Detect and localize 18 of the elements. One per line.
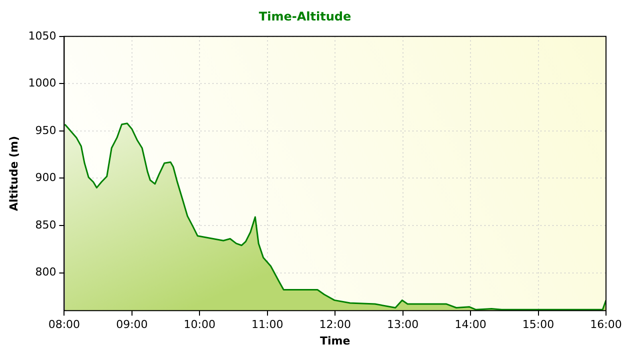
x-tick-label: 14:00 [454,318,486,332]
y-tick-label: 850 [35,218,56,232]
x-tick-label: 11:00 [252,318,284,332]
x-axis-title: Time [320,334,350,348]
y-tick-label: 800 [35,266,56,279]
y-tick-label: 950 [35,124,56,137]
x-tick-label: 08:00 [48,318,80,332]
chart-title: Time-Altitude [258,9,352,24]
y-tick-label: 1050 [28,29,56,42]
y-tick-label: 1000 [28,76,56,90]
y-tick-label: 900 [35,171,56,184]
y-axis-title: Altitude (m) [7,136,20,212]
x-tick-label: 15:00 [522,318,554,332]
x-tick-label: 09:00 [116,318,148,332]
x-tick-label: 13:00 [386,318,419,332]
x-tick-label: 16:00 [590,318,622,332]
x-tick-label: 12:00 [319,318,351,332]
x-tick-label: 10:00 [184,318,216,332]
